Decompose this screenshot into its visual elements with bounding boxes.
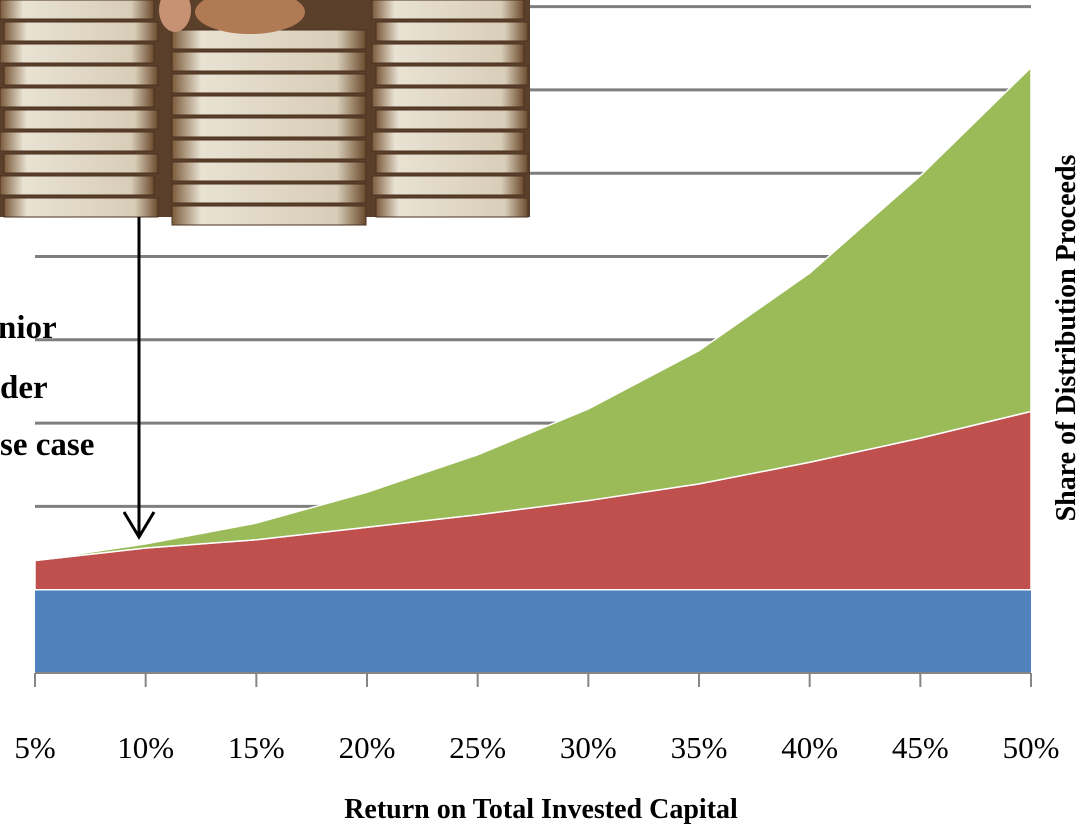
book-spine — [3, 65, 159, 86]
annotation-arrow — [122, 217, 156, 540]
x-tick-label: 35% — [671, 730, 728, 765]
book-spine — [3, 153, 159, 174]
book-spine — [371, 131, 525, 152]
book-spine — [171, 51, 367, 72]
book-spine — [375, 109, 529, 130]
x-tick-label: 25% — [449, 730, 506, 765]
book-spine — [171, 205, 367, 226]
book-spine — [375, 21, 529, 42]
book-spine — [0, 131, 155, 152]
x-tick-label: 45% — [892, 730, 949, 765]
annotation-line-1: nior — [0, 310, 57, 346]
book-spine — [171, 161, 367, 182]
book-spine — [371, 175, 525, 196]
book-spine — [371, 87, 525, 108]
book-spine — [375, 153, 529, 174]
book-spine — [3, 21, 159, 42]
x-tick-label: 5% — [14, 730, 55, 765]
book-spine — [3, 109, 159, 130]
book-spine — [171, 29, 367, 50]
book-spine — [3, 197, 159, 218]
annotation-line-3: se case — [0, 427, 94, 463]
book-spine — [171, 95, 367, 116]
x-axis — [34, 672, 1032, 687]
x-tick-labels: 5% 10% 15% 20% 25% 30% 35% 40% 45% 50% — [14, 730, 1059, 765]
area-series-3 — [34, 65, 1032, 562]
book-spine — [0, 175, 155, 196]
x-tick-label: 20% — [339, 730, 396, 765]
x-tick-label: 40% — [781, 730, 838, 765]
book-spine — [171, 117, 367, 138]
book-spine — [171, 183, 367, 204]
x-tick-label: 30% — [560, 730, 617, 765]
stacked-areas — [34, 65, 1032, 673]
annotation-line-2: der — [0, 370, 48, 406]
x-tick-label: 15% — [228, 730, 285, 765]
book-spine — [375, 197, 529, 218]
book-spine — [371, 43, 525, 64]
book-spine — [0, 87, 155, 108]
y-axis-title: Share of Distribution Proceeds — [1051, 154, 1082, 521]
person-head — [195, 0, 305, 34]
x-axis-title: Return on Total Invested Capital — [344, 794, 738, 825]
x-tick-label: 50% — [1003, 730, 1060, 765]
book-spine — [371, 0, 525, 20]
book-spine — [171, 73, 367, 94]
book-spine — [171, 139, 367, 160]
area-series-1 — [35, 589, 1031, 673]
book-spine — [0, 0, 155, 20]
x-tick-label: 10% — [117, 730, 174, 765]
book-spine — [375, 65, 529, 86]
book-spine — [0, 43, 155, 64]
stacked-books-photo-icon — [0, 0, 530, 226]
person-hand — [159, 0, 191, 32]
